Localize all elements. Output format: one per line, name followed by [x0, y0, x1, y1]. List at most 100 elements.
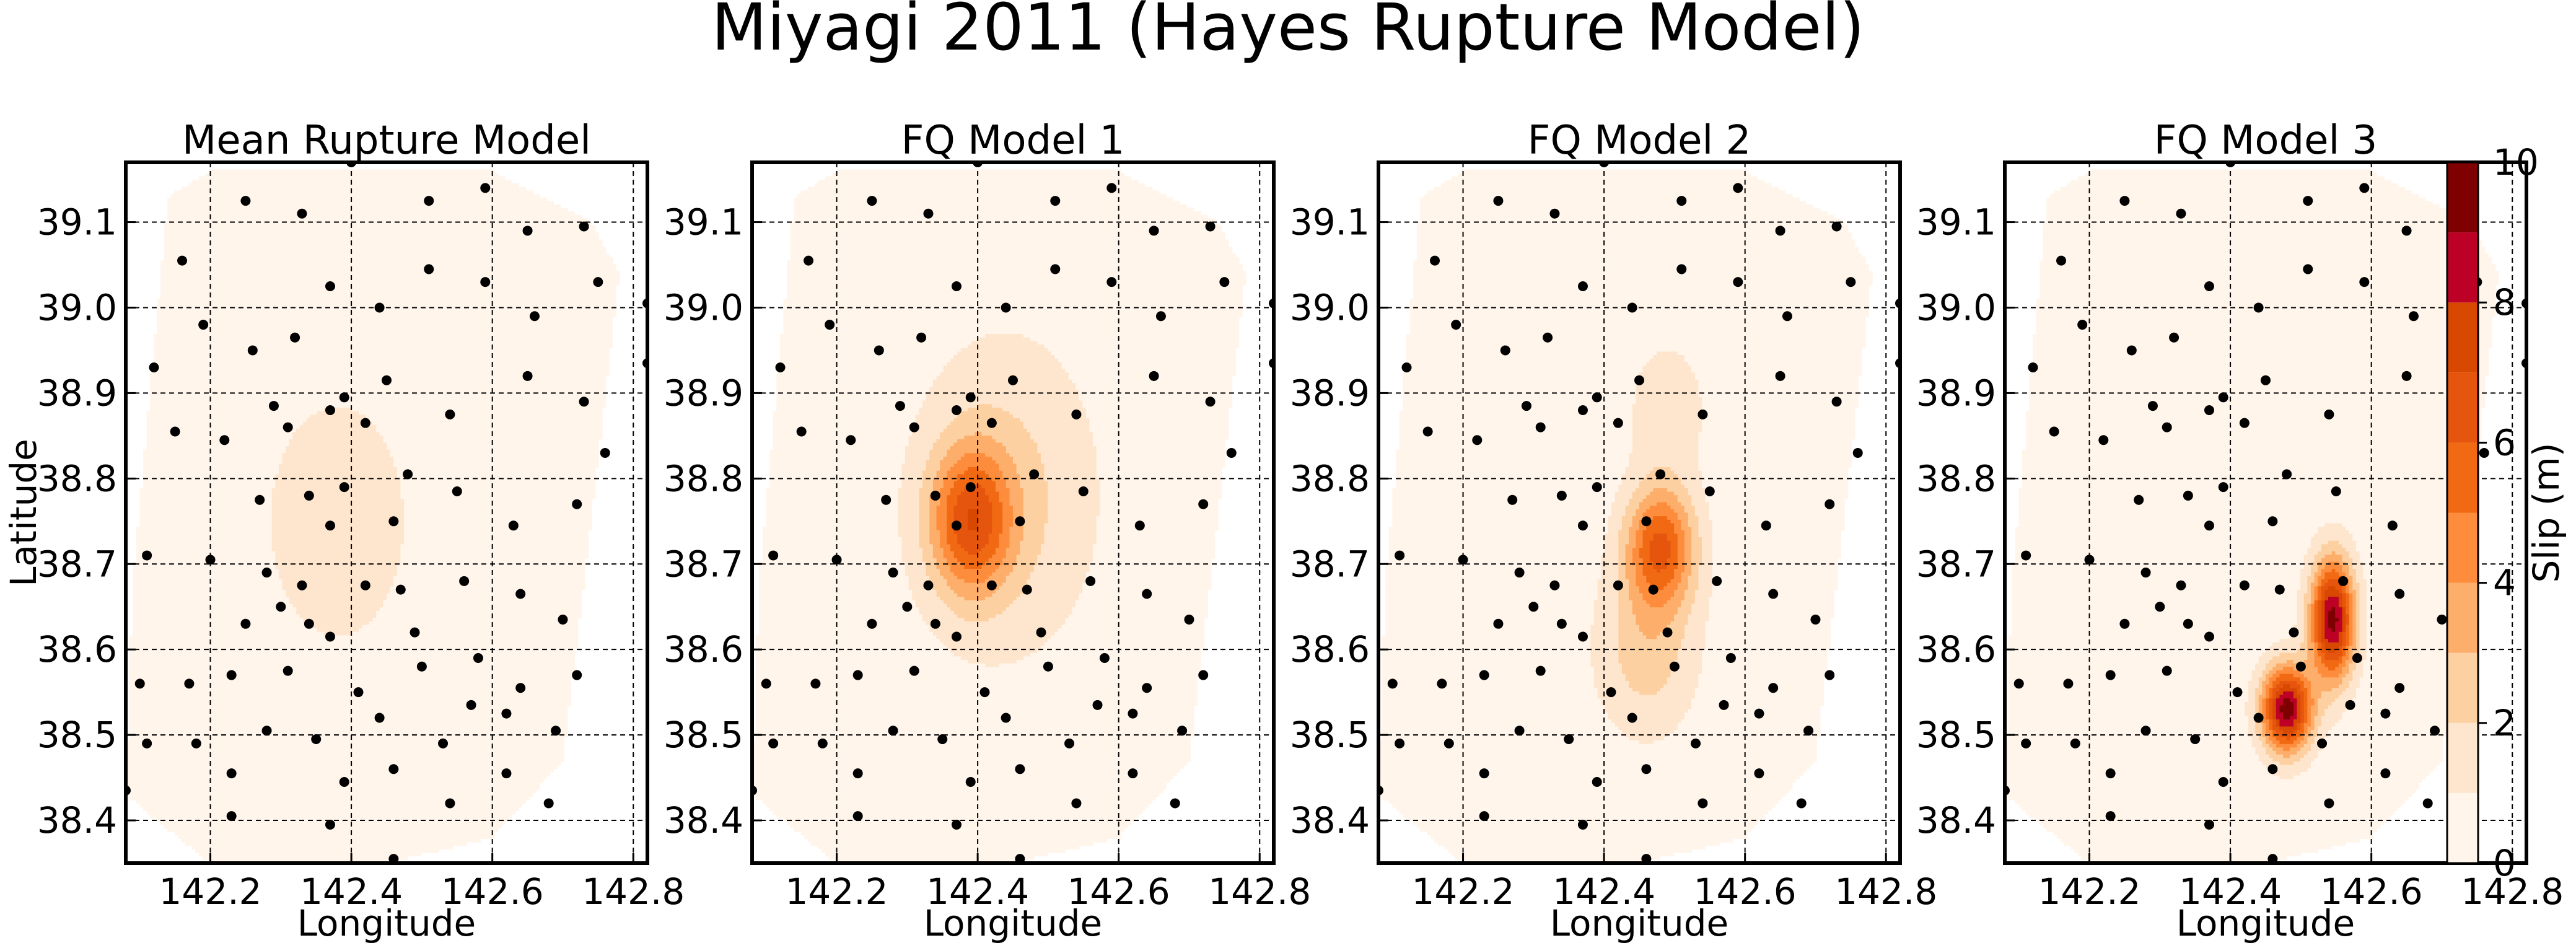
subfault-points [126, 162, 647, 863]
subfault-point [1198, 499, 1209, 509]
colorbar-tick-label: 0 [2493, 842, 2516, 884]
subfault-point [1775, 371, 1785, 381]
subfault-point [2267, 854, 2278, 863]
subfault-point [480, 183, 491, 193]
x-axis-label: Longitude [297, 902, 476, 944]
subfault-point [775, 362, 786, 373]
subfault-point [311, 734, 322, 745]
colorbar-segment [2447, 302, 2478, 373]
subfault-point [1521, 401, 1531, 411]
subfault-point [543, 798, 554, 809]
subfault-point [768, 550, 779, 561]
y-tick-label: 39.1 [1916, 201, 1996, 244]
y-tick-label: 39.1 [37, 201, 117, 244]
subfault-point [804, 255, 814, 266]
subfault-point [1106, 183, 1117, 193]
x-tick-label: 142.8 [1208, 871, 1311, 913]
subfault-point [2105, 670, 2116, 680]
subfault-points [752, 162, 1274, 863]
y-tick-label: 38.9 [1290, 372, 1370, 414]
subfault-point [1556, 490, 1567, 501]
subfault-point [2253, 713, 2264, 723]
subfault-point [1549, 580, 1560, 590]
subfault-point [1422, 426, 1433, 437]
slip-contour [1378, 169, 1873, 863]
subfault-point [1458, 555, 1468, 565]
subfault-point [1810, 614, 1821, 625]
subfault-point [930, 490, 940, 501]
subfault-point [501, 768, 512, 779]
subfault-point [2352, 652, 2362, 663]
axes-frame [750, 160, 1276, 865]
subfault-point [1719, 700, 1729, 710]
subfault-point [1036, 627, 1046, 638]
subfault-point [1437, 678, 1447, 689]
subfault-point [1500, 345, 1510, 356]
subfault-point [198, 320, 209, 330]
subfault-point [1507, 494, 1518, 505]
subfault-point [2204, 631, 2214, 642]
subfault-point [438, 738, 449, 748]
subfault-point [1592, 776, 1602, 787]
subfault-point [2267, 764, 2278, 775]
y-tick-label: 38.8 [664, 457, 743, 499]
colorbar-segment [2447, 232, 2478, 303]
subfault-point [452, 486, 462, 497]
subfault-point [339, 776, 349, 787]
x-tick-label: 142.2 [159, 871, 262, 913]
subfault-point [2303, 264, 2313, 274]
subfault-point [522, 226, 533, 236]
subfault-point [2289, 627, 2299, 638]
subfault-point [2134, 494, 2144, 505]
x-tick-label: 142.4 [2179, 871, 2282, 913]
subfault-point [1627, 302, 1637, 313]
subfault-point [353, 687, 364, 698]
subfault-point [2430, 726, 2440, 736]
subfault-point [551, 726, 561, 736]
subfault-point [268, 401, 279, 411]
subfault-point [325, 520, 335, 531]
subfault-point [1577, 405, 1588, 415]
subfault-point [572, 670, 582, 680]
subfault-point [1577, 281, 1588, 291]
subfault-point [1071, 798, 1082, 809]
subfault-point [2155, 602, 2165, 612]
subfault-point [2408, 311, 2419, 322]
subfault-point [1493, 196, 1504, 206]
subfault-point [339, 482, 349, 493]
subfault-point [149, 362, 159, 373]
subfault-point [986, 580, 997, 590]
y-tick-label: 38.8 [1290, 457, 1370, 499]
colorbar-segment [2447, 582, 2478, 653]
subfault-point [1514, 568, 1525, 578]
slip-contour [752, 169, 1246, 863]
colorbar-segment [2447, 792, 2478, 863]
subfault-point [817, 738, 828, 748]
subfault-point [2422, 798, 2433, 809]
y-tick-label: 38.8 [37, 457, 117, 499]
colorbar-tick-label: 6 [2493, 421, 2516, 463]
subfault-point [979, 687, 990, 698]
subfault-point [1085, 576, 1096, 586]
subfault-point [2105, 768, 2116, 779]
subfault-point [1831, 397, 1842, 407]
subfault-point [2169, 332, 2180, 343]
subfault-point [2105, 811, 2116, 822]
subfault-point [965, 482, 976, 493]
subfault-point [572, 499, 582, 509]
subfault-point [1064, 738, 1075, 748]
subfault-point [1556, 618, 1567, 629]
subfault-point [2317, 738, 2328, 748]
subfault-point [480, 277, 491, 287]
subfault-point [2401, 371, 2412, 381]
subfault-point [459, 576, 470, 586]
subfault-point [1796, 798, 1807, 809]
subfault-point [2056, 255, 2067, 266]
subfault-point [515, 683, 526, 693]
subfault-point [1627, 713, 1637, 723]
x-tick-label: 142.6 [2320, 871, 2423, 913]
subfault-point [1430, 255, 1440, 266]
subfault-point [501, 708, 512, 719]
subfault-point [2218, 482, 2228, 493]
